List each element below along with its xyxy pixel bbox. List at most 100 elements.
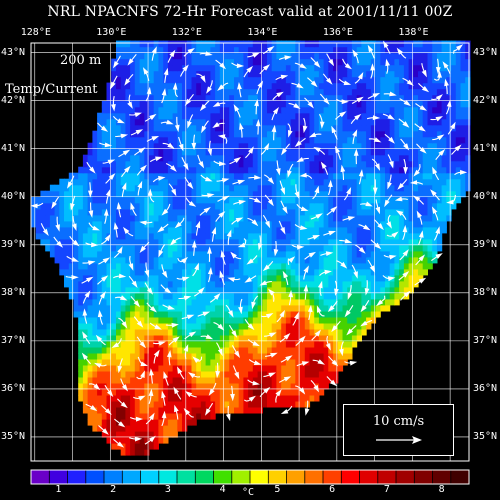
temperature-cell <box>380 202 386 210</box>
temperature-cell <box>73 244 79 252</box>
temperature-cell <box>153 262 159 270</box>
temperature-cell <box>111 364 117 372</box>
temperature-cell <box>163 178 169 186</box>
temperature-cell <box>304 166 311 174</box>
temperature-cell <box>177 352 183 360</box>
vector-arrowhead <box>403 290 411 298</box>
temperature-cell <box>177 190 183 198</box>
temperature-cell <box>210 382 216 390</box>
temperature-cell <box>234 334 240 342</box>
temperature-cell <box>191 352 197 360</box>
temperature-cell <box>172 136 178 144</box>
temperature-cell <box>418 208 424 216</box>
temperature-cell <box>219 40 226 48</box>
temperature-cell <box>205 58 211 66</box>
temperature-cell <box>347 268 353 276</box>
temperature-cell <box>163 82 169 90</box>
temperature-cell <box>285 76 292 84</box>
temperature-cell <box>351 58 358 66</box>
temperature-cell <box>92 340 98 348</box>
temperature-cell <box>64 250 70 258</box>
temperature-cell <box>229 202 235 210</box>
temperature-cell <box>361 172 367 180</box>
vector-arrowhead <box>317 359 325 365</box>
temperature-cell <box>394 226 400 234</box>
temperature-cell <box>139 88 145 96</box>
temperature-cell <box>337 178 344 186</box>
temperature-cell <box>267 52 273 60</box>
temperature-cell <box>295 304 301 312</box>
temperature-cell <box>149 334 155 342</box>
temperature-cell <box>134 46 141 54</box>
temperature-cell <box>219 136 226 144</box>
temperature-cell <box>163 322 169 330</box>
temperature-cell <box>276 376 282 384</box>
temperature-cell <box>281 340 287 348</box>
temperature-cell <box>333 136 339 144</box>
temperature-cell <box>59 256 65 264</box>
temperature-cell <box>120 208 126 216</box>
temperature-cell <box>120 262 126 270</box>
temperature-cell <box>120 70 126 78</box>
temperature-cell <box>262 178 268 186</box>
temperature-cell <box>304 136 311 144</box>
temperature-cell <box>455 124 462 132</box>
temperature-cell <box>234 220 240 228</box>
temperature-cell <box>210 64 216 72</box>
temperature-cell <box>318 112 325 120</box>
temperature-cell <box>82 220 89 228</box>
temperature-cell <box>167 202 174 210</box>
temperature-cell <box>219 148 226 156</box>
temperature-cell <box>116 298 122 306</box>
temperature-cell <box>200 82 207 90</box>
temperature-cell <box>295 112 301 120</box>
temperature-cell <box>144 64 150 72</box>
temperature-cell <box>257 382 263 390</box>
temperature-cell <box>234 400 240 408</box>
temperature-cell <box>281 328 287 336</box>
temperature-cell <box>446 94 452 102</box>
temperature-cell <box>285 64 292 72</box>
temperature-cell <box>116 136 122 144</box>
vector-arrowhead <box>183 295 192 301</box>
temperature-cell <box>229 352 235 360</box>
temperature-cell <box>134 238 141 246</box>
temperature-cell <box>276 352 282 360</box>
temperature-cell <box>441 76 447 84</box>
temperature-cell <box>172 358 178 366</box>
temperature-cell <box>78 178 84 186</box>
temperature-cell <box>361 244 367 252</box>
temperature-cell <box>276 322 282 330</box>
temperature-cell <box>333 76 339 84</box>
temperature-cell <box>403 232 410 240</box>
temperature-cell <box>342 82 348 90</box>
temperature-cell <box>281 40 287 48</box>
temperature-cell <box>158 406 164 414</box>
temperature-cell <box>446 190 452 198</box>
temperature-cell <box>432 250 438 258</box>
temperature-cell <box>342 172 348 180</box>
current-vectors <box>30 40 468 448</box>
temperature-cell <box>408 238 414 246</box>
temperature-cell <box>290 226 296 234</box>
temperature-cell <box>196 160 202 168</box>
temperature-cell <box>234 130 240 138</box>
temperature-cell <box>106 286 112 294</box>
temperature-cell <box>342 40 348 48</box>
temperature-cell <box>116 352 122 360</box>
temperature-cell <box>200 202 207 210</box>
temperature-cell <box>153 413 159 420</box>
temperature-cell <box>134 334 141 342</box>
temperature-cell <box>323 364 329 372</box>
temperature-cell <box>351 322 358 330</box>
temperature-cell <box>252 112 259 120</box>
temperature-cell <box>281 220 287 228</box>
temperature-cell <box>460 112 466 120</box>
temperature-cell <box>389 250 395 258</box>
temperature-cell <box>210 244 216 252</box>
temperature-cell <box>385 148 391 156</box>
temperature-cell <box>455 100 462 108</box>
temperature-cell <box>163 437 169 444</box>
temperature-cell <box>248 178 254 186</box>
temperature-cell <box>215 142 221 150</box>
